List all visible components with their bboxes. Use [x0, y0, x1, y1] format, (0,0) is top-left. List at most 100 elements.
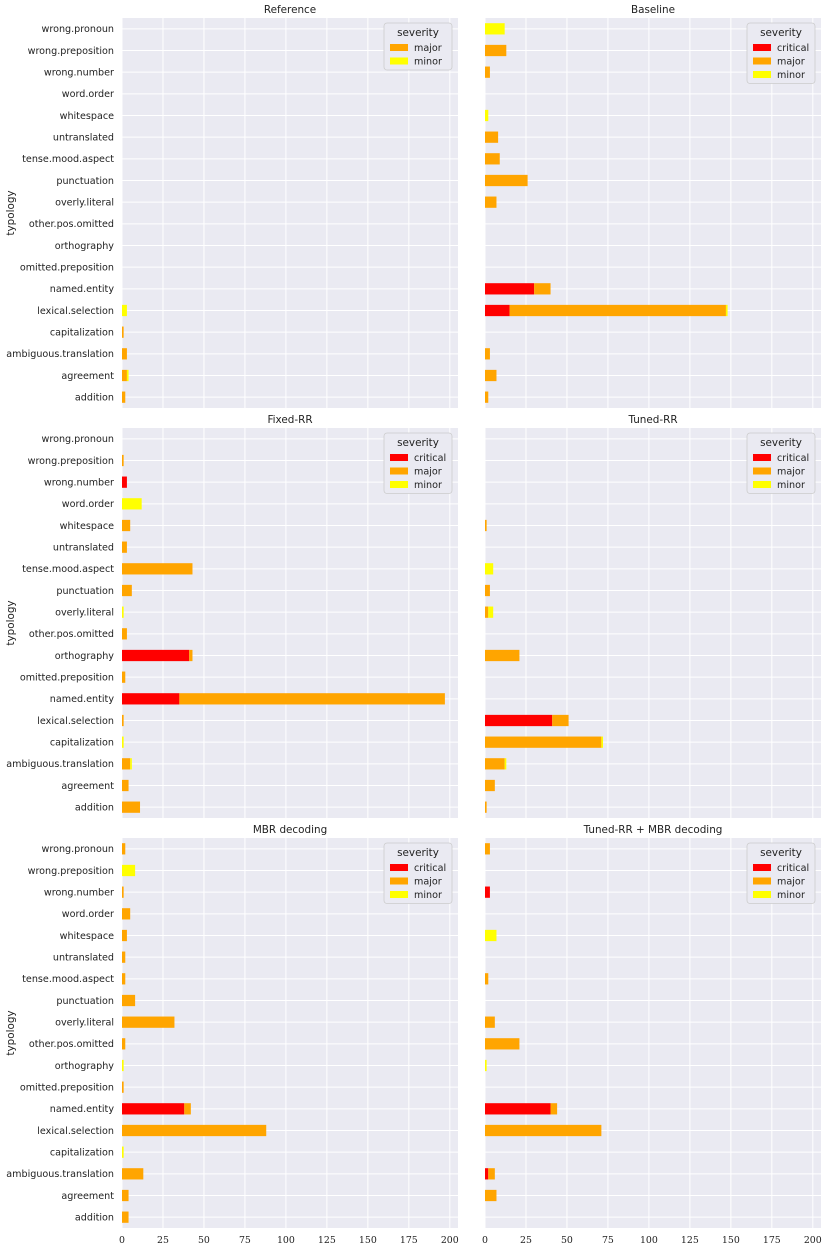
bar-major-punctuation [122, 584, 132, 597]
legend-swatch-minor [390, 481, 408, 488]
x-tick-label: 100 [277, 1235, 295, 1246]
bar-minor-tense.mood.aspect [485, 563, 494, 575]
legend-swatch-major [753, 877, 771, 885]
y-tick-label: tense.mood.aspect [22, 564, 114, 575]
legend-box [383, 842, 453, 904]
legend-swatch-minor [390, 891, 408, 898]
legend-swatch-minor [753, 891, 771, 898]
bar-minor-capitalization [601, 736, 604, 748]
bar-major-agreement [122, 1189, 129, 1202]
bar-critical-named.entity [485, 1103, 551, 1115]
y-tick-label: addition [75, 393, 114, 404]
legend-label-minor: minor [414, 57, 442, 68]
panel-tuned-rr-mbr-decoding: Tuned-RR + MBR decoding 0 25 50 75 100 125 150 1… [482, 824, 822, 1246]
y-tick-label: lexical.selection [37, 306, 114, 317]
bar-major-agreement [485, 369, 497, 382]
bar-major-named.entity [179, 693, 445, 705]
bar-major-capitalization [485, 736, 602, 748]
bar-major-lexical.selection [122, 714, 124, 727]
bar-major-addition [485, 391, 489, 403]
y-tick-label: agreement [61, 1191, 114, 1202]
legend-title: severity [760, 27, 802, 39]
y-tick-label: wrong.pronoun [42, 24, 114, 35]
y-tick-label: word.order [62, 89, 114, 100]
panel-title: MBR decoding [253, 824, 327, 836]
x-tick-label: 25 [520, 1235, 532, 1246]
y-tick-label: omitted.preposition [20, 673, 114, 684]
bar-major-other.pos.omitted [122, 628, 127, 640]
bar-major-named.entity [550, 1103, 558, 1115]
bar-minor-ambiguous.translation [504, 758, 507, 770]
bar-major-wrong.number [485, 66, 490, 78]
bar-minor-orthography [122, 1059, 124, 1072]
y-tick-label: overly.literal [55, 608, 114, 619]
y-tick-label: wrong.number [44, 478, 114, 489]
bar-major-named.entity [534, 283, 551, 295]
bar-minor-whitespace [485, 109, 489, 122]
x-tick-label: 75 [602, 1235, 614, 1246]
legend-label-major: major [414, 467, 442, 478]
bar-minor-wrong.preposition [122, 864, 136, 877]
y-tick-label: capitalization [50, 1148, 114, 1159]
legend-swatch-minor [390, 57, 408, 65]
x-tick-label: 100 [640, 1235, 658, 1246]
y-tick-label: omitted.preposition [20, 263, 114, 274]
legend-label-major: major [414, 877, 442, 888]
y-axis-label: typology [5, 190, 17, 235]
legend-title: severity [760, 437, 802, 449]
legend-label-critical: critical [777, 863, 809, 874]
bar-minor-lexical.selection [725, 304, 728, 317]
y-tick-label: untranslated [53, 953, 114, 964]
legend-label-major: major [777, 57, 805, 68]
legend-box [746, 842, 816, 904]
bar-major-ambiguous.translation [122, 348, 127, 360]
legend-swatch-major [390, 44, 408, 51]
bar-major-other.pos.omitted [485, 1038, 520, 1050]
legend-swatch-critical [390, 864, 408, 871]
x-tick-label: 150 [359, 1235, 377, 1246]
legend: severity critical major minor [746, 432, 816, 494]
bar-major-ambiguous.translation [122, 758, 131, 770]
bar-major-lexical.selection [485, 1124, 602, 1137]
panel-tuned-rr: Tuned-RR severity critical major minor [484, 414, 821, 818]
y-tick-label: orthography [55, 1061, 115, 1072]
bar-major-lexical.selection [122, 1124, 267, 1137]
x-tick-label: 50 [198, 1235, 210, 1246]
bar-major-wrong.pronoun [485, 843, 490, 855]
bar-minor-capitalization [122, 1146, 124, 1158]
y-tick-label: lexical.selection [37, 716, 114, 727]
bar-minor-ambiguous.translation [130, 758, 132, 770]
bar-major-whitespace [122, 929, 127, 942]
legend-label-critical: critical [777, 453, 809, 464]
legend-label-major: major [414, 43, 442, 54]
bar-major-whitespace [485, 519, 487, 532]
bar-major-agreement [122, 369, 127, 382]
legend-label-minor: minor [414, 480, 442, 491]
y-axis-label: typology [5, 600, 17, 645]
y-tick-label: orthography [55, 241, 115, 252]
y-tick-label: punctuation [56, 586, 114, 597]
y-tick-label: ambiguous.translation [6, 1169, 114, 1180]
bar-major-tense.mood.aspect [122, 973, 126, 985]
x-tick-label: 25 [157, 1235, 169, 1246]
bar-minor-word.order [122, 498, 142, 510]
y-tick-label: other.pos.omitted [29, 1039, 114, 1050]
legend-swatch-critical [753, 44, 771, 51]
legend: severity major minor [383, 22, 453, 71]
y-tick-label: other.pos.omitted [29, 629, 114, 640]
legend-label-critical: critical [414, 453, 446, 464]
panel-title: Fixed-RR [267, 414, 312, 426]
bar-major-agreement [485, 779, 495, 792]
bar-major-orthography [189, 649, 193, 662]
legend-label-major: major [777, 467, 805, 478]
y-tick-label: tense.mood.aspect [22, 974, 114, 985]
legend-label-major: major [777, 877, 805, 888]
bar-minor-overly.literal [488, 606, 494, 618]
y-tick-label: capitalization [50, 328, 114, 339]
y-tick-label: overly.literal [55, 1018, 114, 1029]
y-tick-label: untranslated [53, 133, 114, 144]
y-tick-label: wrong.preposition [28, 456, 114, 467]
bar-major-overly.literal [122, 1016, 175, 1028]
bar-major-named.entity [184, 1103, 191, 1115]
